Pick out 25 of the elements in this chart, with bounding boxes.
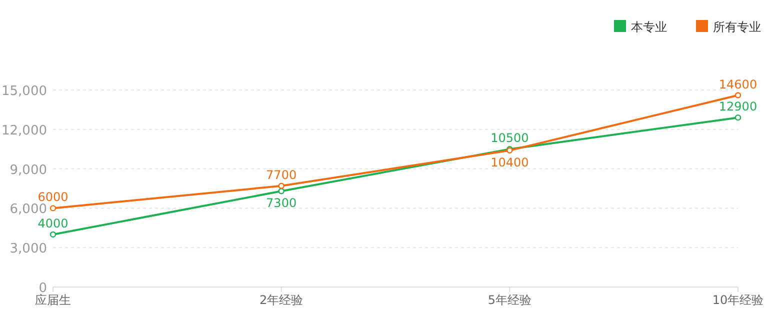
x-tick-label: 2年经验 (260, 293, 304, 307)
data-label: 12900 (718, 100, 758, 114)
y-tick-label: 12,000 (2, 123, 47, 138)
point (278, 182, 284, 189)
data-label: 10500 (490, 131, 529, 146)
point (50, 231, 56, 238)
x-tick-label: 应届生 (35, 293, 71, 307)
point (50, 205, 56, 212)
y-tick-label: 3,000 (10, 242, 47, 257)
y-tick-label: 6,000 (10, 202, 47, 218)
y-tick-label: 9,000 (10, 162, 47, 178)
legend-label: 所有专业 (713, 20, 761, 34)
data-label: 6000 (38, 190, 68, 204)
data-label: 7300 (266, 196, 297, 210)
point (734, 114, 742, 121)
x-tick-label: 5年经验 (488, 293, 532, 307)
x-tick-label: 10年经验 (712, 293, 764, 307)
point (278, 188, 284, 194)
legend-label: 本专业 (631, 20, 667, 34)
data-label: 10400 (490, 155, 529, 170)
data-label: 4000 (38, 216, 68, 230)
point (734, 92, 742, 98)
y-tick-label: 15,000 (2, 84, 47, 99)
data-label: 14600 (718, 77, 758, 92)
data-label: 7700 (266, 168, 297, 182)
